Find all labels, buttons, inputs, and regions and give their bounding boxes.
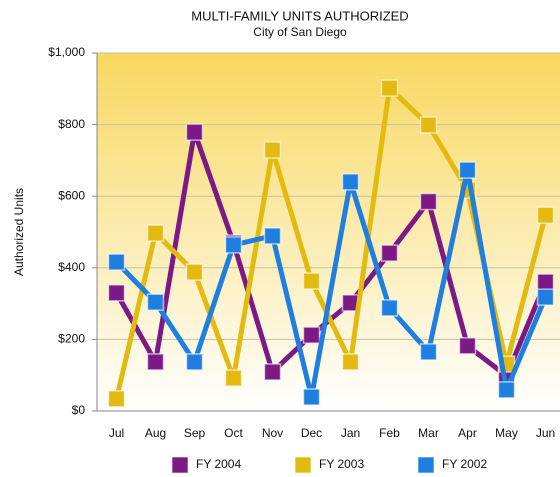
data-point [458,161,477,179]
data-point [341,173,360,191]
legend-label: FY 2004 [196,457,241,471]
data-point [224,236,243,254]
data-point [224,369,243,387]
data-point [341,353,360,371]
data-point [380,299,399,317]
y-tick-label: $0 [72,403,86,417]
legend-swatch [417,456,435,474]
data-point [263,227,282,245]
y-tick-label: $200 [58,332,85,346]
legend-swatch [294,456,312,474]
series-line [114,167,548,400]
data-point [419,116,438,134]
data-point [263,363,282,381]
legend-swatch [171,456,189,474]
data-point [185,263,204,281]
data-point [107,253,126,271]
data-point [458,337,477,355]
chart-title: MULTI-FAMILY UNITS AUTHORIZED [191,8,408,23]
x-tick-label: Dec [301,426,322,440]
data-point [302,388,321,406]
data-point [107,284,126,302]
data-point [302,272,321,290]
data-point [536,288,555,306]
x-tick-label: Oct [224,426,243,440]
x-tick-label: May [495,426,518,440]
x-tick-label: Apr [458,426,477,440]
data-point [497,381,516,399]
data-point [536,273,555,291]
data-point [380,244,399,262]
data-point [380,79,399,97]
y-tick-label: $600 [58,188,85,202]
data-point [536,206,555,224]
x-tick-label: Nov [262,426,283,440]
plot-area [97,53,560,411]
y-tick-label: $1,000 [48,45,85,59]
x-tick-label: Jun [536,426,555,440]
data-point [419,192,438,211]
data-point [302,326,321,344]
x-tick-label: Mar [418,426,439,440]
y-axis-label: Authorized Units [12,188,26,276]
x-tick-label: Jan [341,426,360,440]
x-tick-label: Aug [145,426,166,440]
data-point [263,141,282,159]
data-point [419,343,438,361]
x-tick-label: Sep [184,426,206,440]
data-point [146,224,165,242]
chart-subtitle: City of San Diego [253,25,347,39]
legend-label: FY 2002 [442,457,487,471]
data-point [146,353,165,371]
data-point [146,293,165,311]
data-point [185,353,204,371]
y-tick-label: $800 [58,117,85,131]
legend-label: FY 2003 [319,457,364,471]
x-tick-label: Jul [109,426,124,440]
x-tick-label: Feb [379,426,400,440]
data-point [185,123,204,141]
y-tick-label: $400 [58,260,85,274]
data-point [107,390,126,408]
